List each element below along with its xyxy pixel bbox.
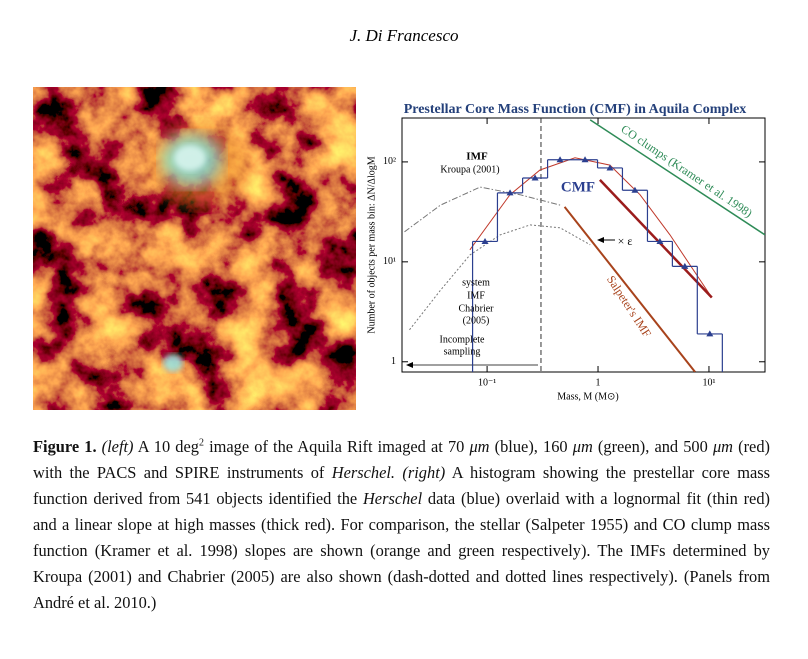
caption-text: (left)	[96, 437, 134, 456]
caption-text: Herschel.	[331, 463, 396, 482]
y-tick-label: 10²	[383, 156, 396, 167]
model-curve	[589, 119, 765, 236]
x-tick-label: 10¹	[702, 377, 715, 388]
caption-text: Herschel	[362, 489, 423, 508]
x-axis-label: Mass, M (M⊙)	[557, 391, 618, 402]
annotation: (2005)	[463, 315, 490, 326]
bin-marker	[581, 156, 589, 163]
caption-text: Figure 1.	[33, 437, 97, 456]
annotation: IMF	[467, 290, 485, 301]
annotation: Incomplete	[440, 334, 486, 345]
caption-text: (red) with the PACS and SPIRE instrument…	[33, 437, 770, 482]
annotation: sampling	[444, 346, 481, 357]
y-tick-label: 10¹	[383, 256, 396, 267]
caption-text: μm	[572, 437, 593, 456]
bin-marker	[531, 174, 539, 181]
caption-text: μm	[712, 437, 734, 456]
bin-marker	[606, 164, 614, 171]
caption-text: A 10 deg	[133, 437, 199, 456]
caption-text: μm	[469, 437, 490, 456]
plot-frame	[401, 117, 766, 373]
bin-marker	[481, 237, 489, 244]
caption-text: image of the Aquila Rift imaged at 70	[203, 437, 470, 456]
running-head: J. Di Francesco	[349, 26, 459, 45]
annotation: system	[462, 277, 490, 288]
arrowhead	[406, 362, 413, 368]
caption-text: (green), and 500	[592, 437, 713, 456]
y-axis-label: Number of objects per mass bin: ΔN/ΔlogM	[366, 156, 377, 333]
model-curve	[409, 224, 591, 331]
chart-title: Prestellar Core Mass Function (CMF) in A…	[404, 102, 747, 117]
annotation: Chabrier	[459, 303, 495, 314]
caption-text: (blue), 160	[489, 437, 573, 456]
y-tick-label: 1	[391, 356, 396, 367]
caption-text: data (blue) overlaid with a lognormal fi…	[33, 489, 770, 612]
annotation: Kroupa (2001)	[440, 164, 499, 175]
bin-marker	[506, 189, 514, 196]
bin-marker	[656, 237, 664, 244]
bin-marker	[681, 262, 689, 269]
annotation: CO clumps (Kramer et al. 1998)	[618, 122, 755, 220]
aquila-image	[33, 87, 356, 410]
bin-marker	[706, 330, 714, 337]
model-curve	[404, 186, 561, 233]
x-tick-label: 10⁻¹	[478, 377, 496, 388]
plot-area	[404, 118, 765, 372]
figure: Prestellar Core Mass Function (CMF) in A…	[33, 87, 766, 410]
annotation: CMF	[561, 179, 595, 195]
model-curve	[598, 179, 713, 299]
bin-marker	[631, 186, 639, 193]
caption-text: (right)	[395, 463, 446, 482]
x-tick-label: 1	[596, 377, 601, 388]
caption-text: 2	[198, 437, 204, 449]
annotation: Salpeter's IMF	[604, 273, 654, 340]
model-curve	[563, 206, 696, 372]
arrowhead	[597, 237, 604, 243]
cmf-chart: Prestellar Core Mass Function (CMF) in A…	[366, 102, 766, 402]
bin-marker	[556, 156, 564, 163]
annotation: × ε	[618, 234, 633, 248]
figure-caption: Figure 1. (left) A 10 deg2 image of the …	[33, 434, 770, 616]
annotation: IMF	[466, 151, 488, 163]
caption-text: A histogram showing the prestellar core …	[33, 463, 770, 508]
